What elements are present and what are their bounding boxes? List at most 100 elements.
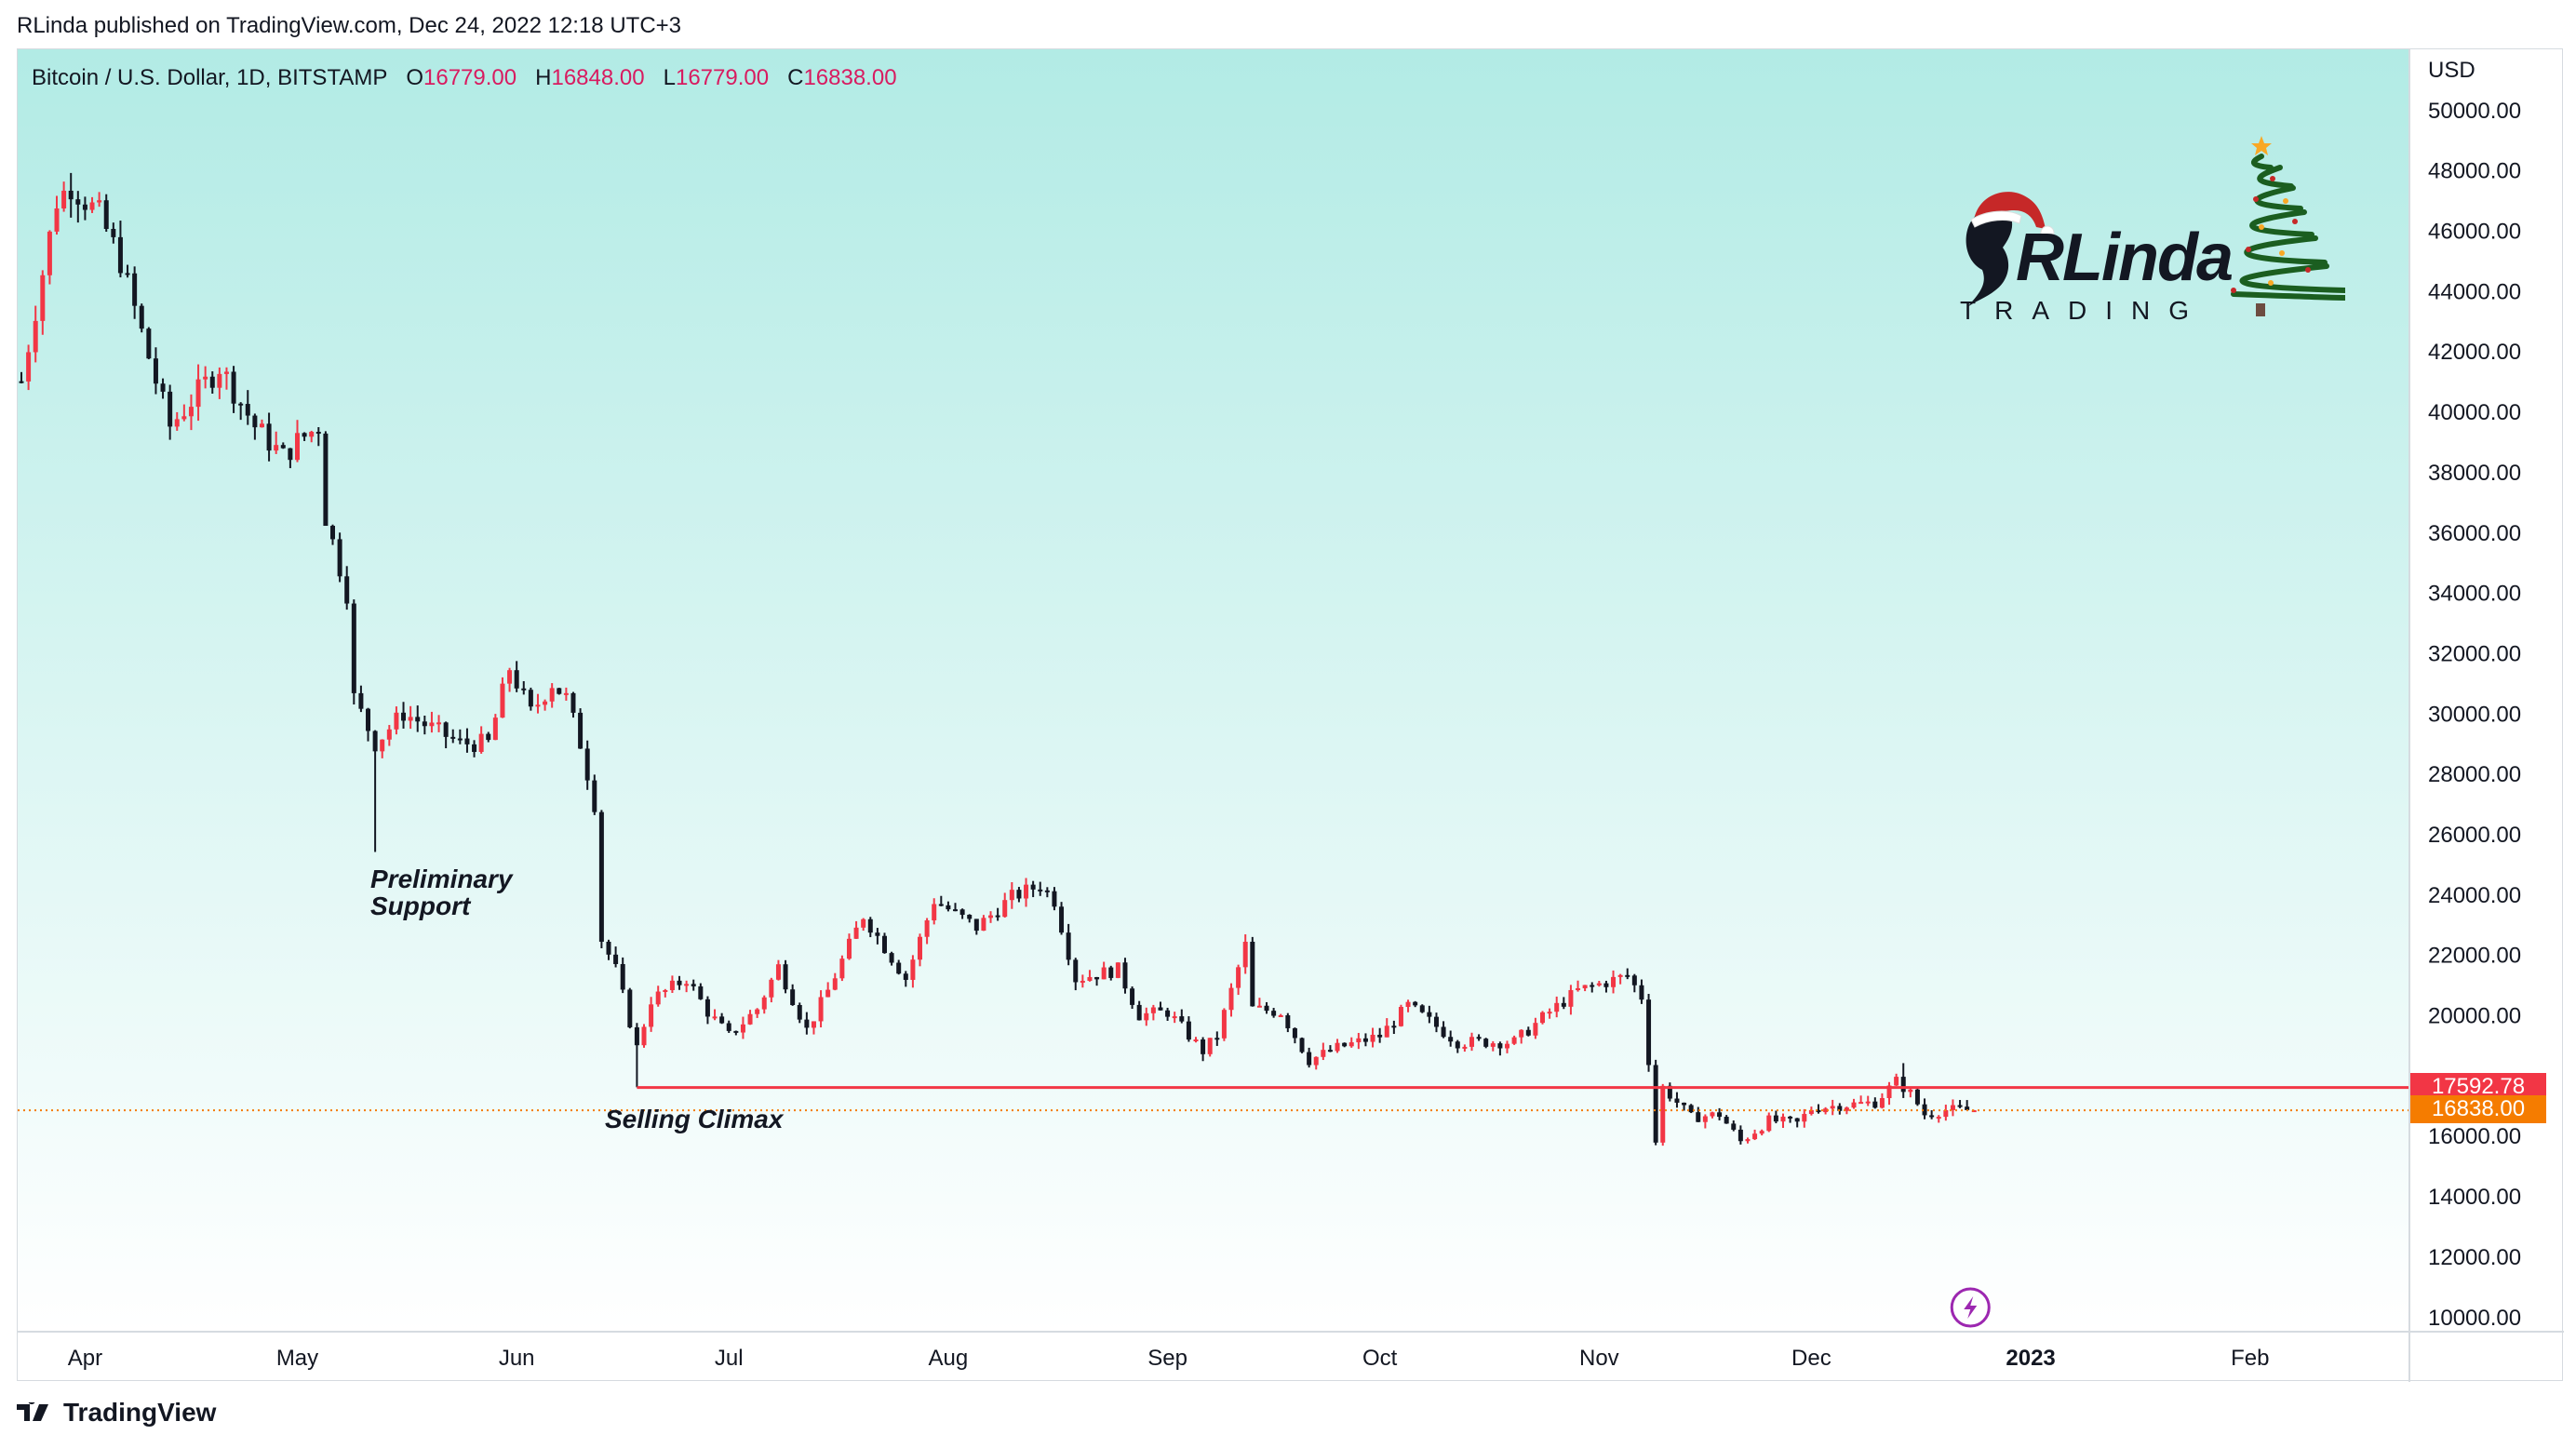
candle-body: [959, 909, 965, 916]
candle-body: [26, 352, 32, 382]
candle-body: [450, 736, 456, 739]
candle-body: [790, 989, 796, 1005]
candle-body: [1207, 1038, 1213, 1054]
candle-body: [1307, 1052, 1312, 1066]
candle-body: [1547, 1012, 1552, 1014]
candle-body: [592, 780, 597, 812]
candle-body: [1150, 1007, 1156, 1013]
candle-body: [1052, 891, 1057, 907]
candle-body: [337, 539, 342, 577]
price-tick-label: 22000.00: [2428, 944, 2521, 969]
candle-body: [1321, 1050, 1326, 1057]
candle-body: [1427, 1012, 1432, 1017]
candle-body: [330, 526, 336, 540]
candle-body: [747, 1013, 753, 1025]
candle-body: [1483, 1039, 1489, 1047]
watermark-sub: TRADING: [1960, 296, 2207, 325]
candle-body: [1009, 890, 1014, 901]
candle-body: [1059, 906, 1065, 933]
candle-body: [1080, 980, 1085, 983]
candle-body: [1965, 1106, 1970, 1110]
time-axis[interactable]: Apr May Jun Jul Aug Sep Oct Nov Dec 2023 Feb: [18, 1331, 2564, 1371]
candle-body: [478, 733, 484, 753]
candle-body: [1533, 1023, 1538, 1036]
candle-body: [543, 701, 548, 705]
candle-body: [1830, 1106, 1835, 1109]
candle-body: [1441, 1026, 1446, 1038]
time-tick-label: Dec: [1791, 1346, 1831, 1371]
candle-body: [54, 208, 60, 232]
candle-body: [238, 403, 244, 406]
candle-body: [1122, 962, 1128, 989]
candle-body: [401, 712, 407, 721]
candle-body: [570, 692, 576, 713]
candle-body: [1886, 1085, 1892, 1099]
price-tick-label: 48000.00: [2428, 159, 2521, 184]
candle-body: [309, 432, 315, 437]
candle-body: [627, 989, 633, 1027]
close-label: C: [787, 65, 804, 90]
candle-body: [259, 423, 264, 428]
selling-climax-annotation: Selling Climax: [605, 1105, 784, 1133]
candle-body: [1851, 1102, 1857, 1108]
candle-body: [867, 918, 873, 933]
price-tick-label: 32000.00: [2428, 641, 2521, 666]
candle-body: [203, 376, 208, 380]
candle-body: [1922, 1104, 1927, 1116]
candle-body: [315, 432, 321, 435]
price-axis[interactable]: USD 10000.00 12000.00 14000.00 16000.00 20000…: [2408, 49, 2521, 1382]
candle-body: [584, 748, 590, 781]
candle-body: [160, 383, 166, 392]
candle-body: [294, 433, 300, 461]
candle-body: [1398, 1007, 1403, 1026]
candle-body: [755, 1009, 760, 1014]
candle-body: [521, 688, 527, 690]
price-tick-label: 12000.00: [2428, 1245, 2521, 1270]
candle-body: [769, 979, 774, 998]
candle-body: [1816, 1109, 1821, 1113]
candle-body: [1511, 1037, 1517, 1044]
candle-body: [677, 980, 682, 985]
levels-layer: [18, 1086, 2409, 1112]
preliminary-support-annotation: Preliminary Support: [370, 865, 513, 919]
candles-layer: [19, 172, 1977, 1146]
candle-body: [1617, 974, 1623, 977]
candle-body: [1193, 1039, 1199, 1041]
candle-body: [274, 445, 279, 451]
candle-body: [443, 722, 449, 737]
candle-body: [620, 963, 625, 990]
symbol-legend[interactable]: Bitcoin / U.S. Dollar, 1D, BITSTAMP O167…: [32, 65, 897, 91]
candle-body: [973, 918, 979, 932]
candle-body: [1936, 1117, 1941, 1120]
candle-body: [358, 692, 364, 709]
price-chart[interactable]: USD 10000.00 12000.00 14000.00 16000.00 20000…: [18, 49, 2564, 1382]
tradingview-footer-logo[interactable]: TradingView: [17, 1398, 216, 1428]
candle-body: [33, 320, 38, 353]
candle-body: [613, 954, 619, 964]
candle-body: [698, 985, 704, 999]
price-tick-label: 38000.00: [2428, 461, 2521, 486]
candle-body: [68, 190, 74, 200]
candle-body: [408, 717, 413, 721]
candle-body: [1872, 1101, 1878, 1108]
candle-body: [861, 918, 866, 928]
candle-body: [783, 964, 788, 990]
candle-body: [1900, 1077, 1906, 1093]
tradingview-logo-icon: [17, 1402, 54, 1423]
candle-body: [372, 731, 378, 752]
candle-body: [649, 1004, 654, 1027]
candle-body: [1759, 1131, 1764, 1134]
candle-body: [1073, 959, 1079, 983]
chart-area[interactable]: USD 10000.00 12000.00 14000.00 16000.00 20000…: [17, 48, 2564, 1382]
candle-body: [1717, 1112, 1723, 1118]
candle-body: [1242, 941, 1248, 968]
candle-body: [1038, 889, 1043, 892]
price-tick-label: 34000.00: [2428, 582, 2521, 607]
lightning-icon: [1964, 1296, 1978, 1319]
candle-body: [811, 1021, 816, 1028]
candle-body: [953, 909, 959, 912]
candle-body: [464, 738, 470, 744]
candle-body: [1894, 1077, 1899, 1086]
candle-body: [1108, 967, 1114, 978]
candle-body: [1066, 932, 1071, 960]
